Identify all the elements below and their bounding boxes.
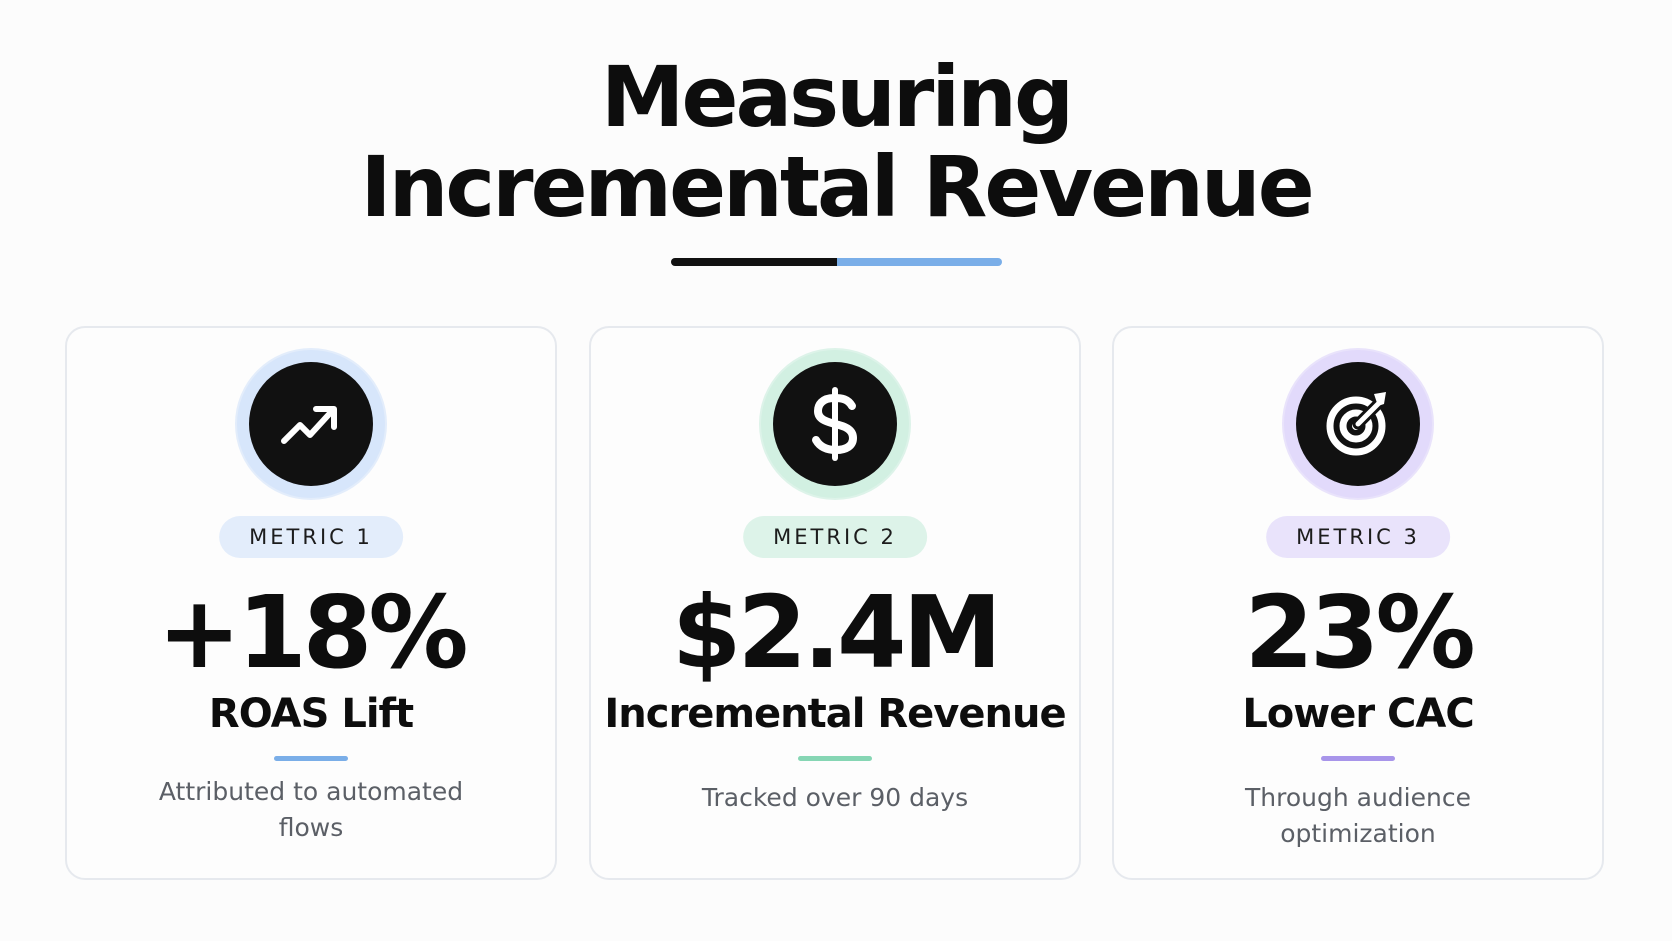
icon-halo [237,350,385,498]
metric-description: Attributed to automated flows [158,777,464,842]
metric-description: Through audience optimization [1245,783,1471,848]
trending-up-icon [249,362,373,486]
title-underline-light [836,258,1002,266]
title-underline [671,258,1002,266]
metric-value: +18% [157,574,468,691]
metric-divider [1321,756,1395,761]
title-line-2: Incremental Revenue [360,138,1314,236]
metric-divider [274,756,348,761]
metric-card-1: METRIC 1 +18% ROAS Lift Attributed to au… [65,326,557,880]
metric-badge: METRIC 2 [743,516,927,558]
metric-label: Incremental Revenue [604,691,1066,737]
metric-label: Lower CAC [1242,691,1474,737]
icon-halo [1284,350,1432,498]
dollar-sign-icon [773,362,897,486]
metric-label: ROAS Lift [208,691,414,737]
title-line-1: Measuring [600,48,1074,146]
metric-divider [798,756,872,761]
metric-badge: METRIC 3 [1266,516,1450,558]
icon-halo [761,350,909,498]
metric-description: Tracked over 90 days [701,783,969,812]
metric-card-2: METRIC 2 $2.4M Incremental Revenue Track… [589,326,1081,880]
page-title: Measuring Incremental Revenue [0,52,1672,232]
target-icon [1296,362,1420,486]
metric-card-3: METRIC 3 23% Lower CAC Through audience … [1112,326,1604,880]
metric-badge: METRIC 1 [219,516,403,558]
metric-value: 23% [1244,574,1475,691]
metric-value: $2.4M [671,574,1002,691]
title-underline-dark [671,258,837,266]
